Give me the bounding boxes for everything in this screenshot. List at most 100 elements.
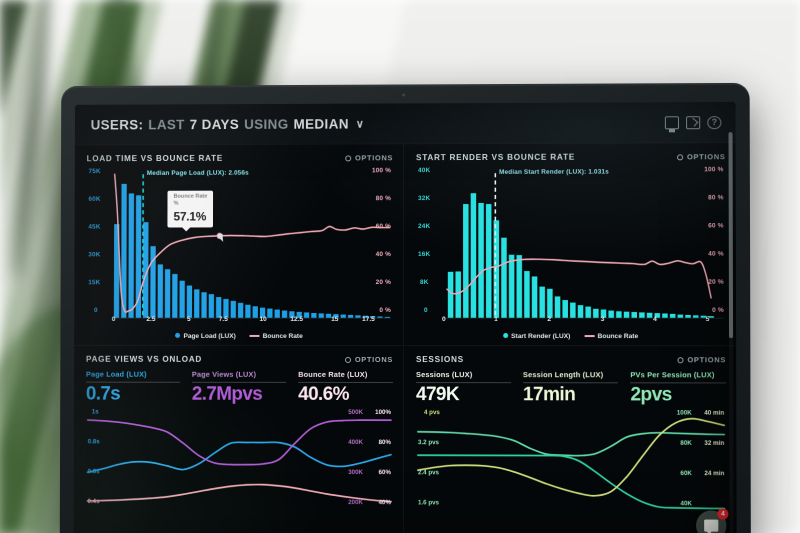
bar[interactable] <box>362 315 369 319</box>
bar[interactable] <box>447 271 454 318</box>
sparkline-page-views[interactable]: 1s 0.8s 0.6s 0.4s 500K 400K 300K 200K 10… <box>86 406 393 511</box>
bar[interactable] <box>623 311 630 319</box>
y3-tick: 24 min <box>704 470 725 478</box>
bar[interactable] <box>333 314 340 319</box>
chat-widget-button[interactable]: 4 <box>696 508 729 533</box>
bar[interactable] <box>289 311 296 319</box>
bar[interactable] <box>297 312 303 319</box>
bar[interactable] <box>304 312 310 319</box>
help-icon[interactable]: ? <box>707 115 722 129</box>
bar[interactable] <box>260 308 266 320</box>
page-title[interactable]: USERS: LAST 7 DAYS USING MEDIAN ∨ <box>91 116 365 132</box>
bar[interactable] <box>223 298 229 319</box>
bar[interactable] <box>201 292 207 319</box>
bar[interactable] <box>377 316 383 319</box>
chevron-down-icon[interactable]: ∨ <box>355 118 365 131</box>
bar[interactable] <box>700 315 707 319</box>
bar[interactable] <box>547 288 553 319</box>
bar[interactable] <box>275 310 281 320</box>
bar[interactable] <box>186 285 193 319</box>
bar[interactable] <box>492 220 500 318</box>
options-button[interactable]: OPTIONS <box>677 355 726 364</box>
kpi-bounce-rate[interactable]: Bounce Rate (LUX) 40.6% <box>298 370 393 405</box>
bar[interactable] <box>143 222 149 319</box>
bar[interactable] <box>470 193 477 318</box>
bar[interactable] <box>669 313 676 319</box>
bar[interactable] <box>677 314 684 319</box>
bar[interactable] <box>245 304 251 319</box>
bar[interactable] <box>639 312 645 319</box>
bar[interactable] <box>516 255 523 319</box>
bar[interactable] <box>454 271 461 318</box>
bar[interactable] <box>692 315 699 319</box>
sparkline-sessions[interactable]: 4 pvs 3.2 pvs 2.4 pvs 1.6 pvs 100K 80K 6… <box>416 407 726 512</box>
bar[interactable] <box>646 312 653 319</box>
options-button[interactable]: OPTIONS <box>345 153 393 162</box>
bar[interactable] <box>608 310 614 319</box>
bar[interactable] <box>194 289 200 319</box>
bar[interactable] <box>230 300 236 319</box>
bar[interactable] <box>462 203 469 318</box>
x-tick: 17.5 <box>362 316 375 323</box>
bar[interactable] <box>616 311 622 319</box>
bar[interactable] <box>135 195 142 319</box>
legend-item-line[interactable]: Bounce Rate <box>249 333 303 340</box>
bar[interactable] <box>113 224 120 319</box>
kpi-session-length[interactable]: Session Length (LUX) 17min <box>523 370 619 405</box>
bar[interactable] <box>485 203 492 318</box>
bar[interactable] <box>662 313 668 319</box>
bar[interactable] <box>164 269 171 319</box>
options-button[interactable]: OPTIONS <box>344 355 393 364</box>
bar[interactable] <box>267 309 274 320</box>
bar[interactable] <box>508 254 515 319</box>
kpi-page-views[interactable]: Page Views (LUX) 2.7Mpvs <box>192 370 287 405</box>
share-icon[interactable] <box>686 115 701 129</box>
bar[interactable] <box>172 274 178 319</box>
kpi-sessions[interactable]: Sessions (LUX) 479K <box>416 370 511 405</box>
bar[interactable] <box>237 302 244 319</box>
kpi-page-load[interactable]: Page Load (LUX) 0.7s <box>86 370 180 405</box>
bar[interactable] <box>157 264 163 319</box>
bar[interactable] <box>524 271 530 319</box>
bar[interactable] <box>539 286 545 319</box>
bar[interactable] <box>355 315 361 319</box>
bar[interactable] <box>593 308 599 319</box>
kpi-pvs-per-session[interactable]: PVs Per Session (LUX) 2pvs <box>630 370 727 406</box>
bar[interactable] <box>121 183 127 319</box>
bar[interactable] <box>370 316 376 319</box>
bar[interactable] <box>654 313 661 319</box>
bar[interactable] <box>477 202 484 318</box>
legend-item-line[interactable]: Bounce Rate <box>584 333 638 340</box>
chart-start-render[interactable]: 40K 32K 24K 16K 8K 0 100 % 80 % 60 % 40 … <box>416 164 726 341</box>
bar[interactable] <box>531 276 538 319</box>
bar[interactable] <box>348 315 354 319</box>
bar[interactable] <box>341 314 347 319</box>
bar[interactable] <box>150 246 156 319</box>
bar[interactable] <box>326 314 332 319</box>
bar[interactable] <box>208 294 215 319</box>
bar[interactable] <box>253 306 259 320</box>
legend-item-bars[interactable]: Start Render (LUX) <box>503 333 570 340</box>
bar[interactable] <box>600 309 607 319</box>
bar[interactable] <box>128 193 135 319</box>
bar[interactable] <box>282 311 288 319</box>
bar[interactable] <box>311 313 318 319</box>
legend-item-bars[interactable]: Page Load (LUX) <box>175 332 236 340</box>
bar[interactable] <box>570 302 576 319</box>
x-tick: 0 <box>111 316 116 323</box>
bar[interactable] <box>577 305 584 319</box>
bar[interactable] <box>384 316 391 319</box>
bar[interactable] <box>685 314 691 319</box>
monitor-icon[interactable] <box>664 115 680 129</box>
bar[interactable] <box>585 306 591 319</box>
bar[interactable] <box>562 300 568 319</box>
bar[interactable] <box>554 296 561 319</box>
bar[interactable] <box>216 297 222 319</box>
bar[interactable] <box>179 280 185 319</box>
bar[interactable] <box>708 316 714 319</box>
options-button[interactable]: OPTIONS <box>676 152 726 161</box>
bar[interactable] <box>319 313 325 319</box>
chart-load-time[interactable]: 75K 60K 45K 30K 15K 0 100 % 80 % 60 % 40… <box>86 165 393 341</box>
bar[interactable] <box>500 237 507 319</box>
bar[interactable] <box>631 312 637 319</box>
